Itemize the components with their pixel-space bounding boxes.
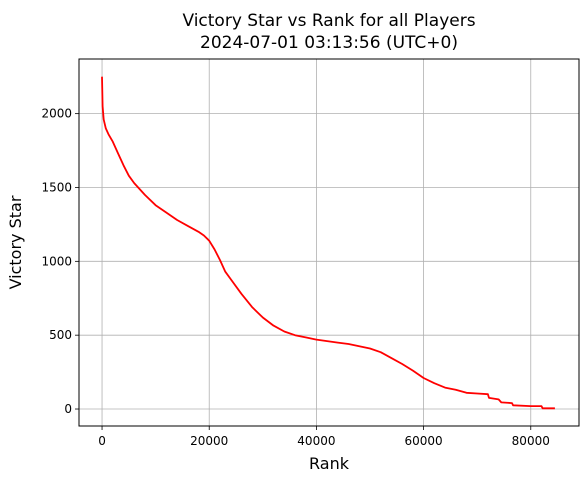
chart-subtitle: 2024-07-01 03:13:56 (UTC+0) [200,33,458,53]
x-tick-label: 0 [98,434,106,448]
grid [79,59,579,426]
y-tick-label: 1000 [41,254,72,268]
y-tick-label: 1500 [41,180,72,194]
y-axis-label: Victory Star [6,195,25,289]
x-tick-label: 60000 [404,434,442,448]
series-layer [101,76,555,410]
x-tick-label: 20000 [190,434,228,448]
y-tick-label: 2000 [41,107,72,121]
x-axis: 0 20000 40000 60000 80000 [98,426,550,448]
x-tick-label: 40000 [297,434,335,448]
y-tick-label: 0 [64,402,72,416]
x-axis-label: Rank [309,454,350,473]
y-tick-label: 500 [49,328,72,342]
chart-title: Victory Star vs Rank for all Players [182,11,475,31]
y-axis: 0 500 1000 1500 2000 [41,107,79,416]
series-line [101,76,555,410]
plot-frame [78,58,580,427]
x-tick-label: 80000 [512,434,550,448]
